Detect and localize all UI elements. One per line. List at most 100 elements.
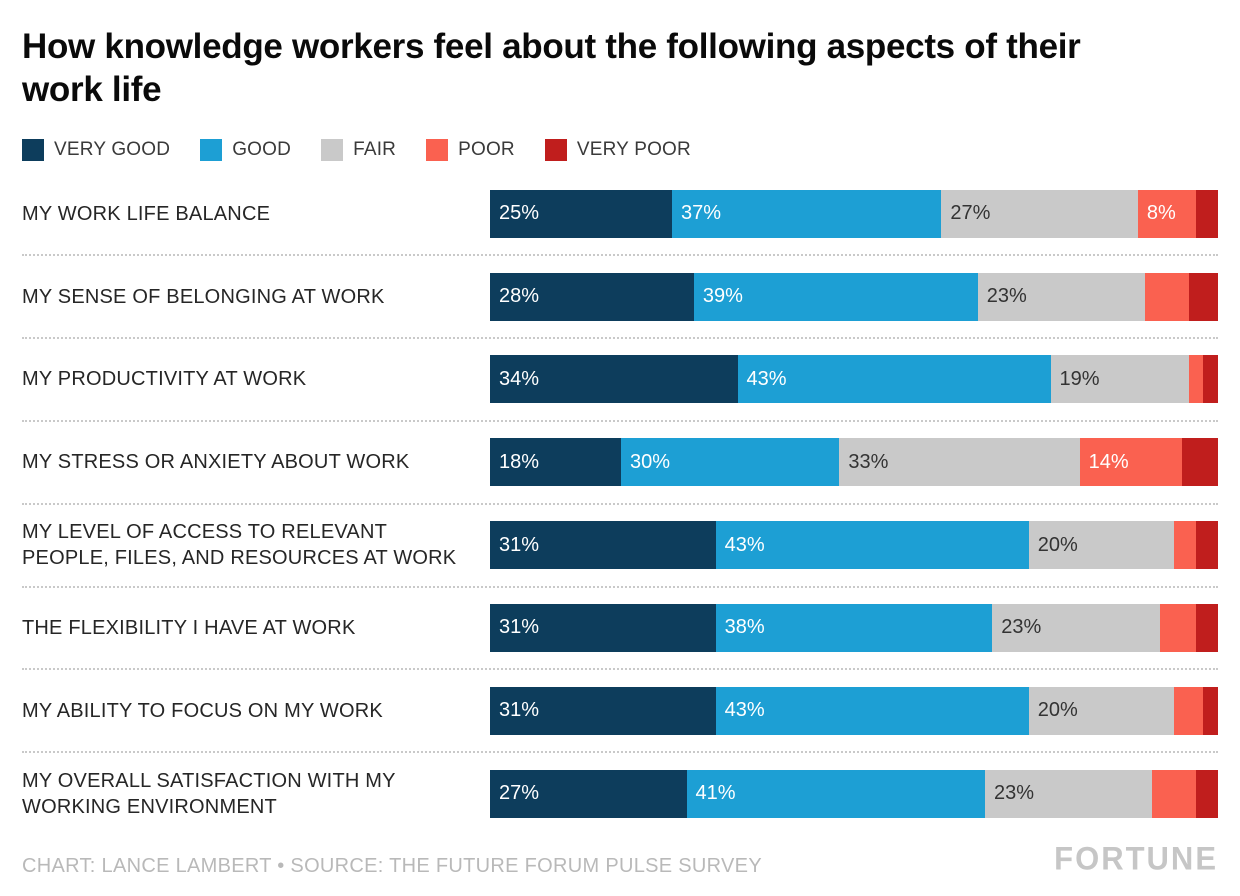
legend-label: VERY POOR — [576, 139, 691, 161]
bar-segment-good: 30% — [621, 438, 840, 487]
segment-value-label: 28% — [499, 285, 540, 308]
chart-title: How knowledge workers feel about the fol… — [22, 27, 1081, 109]
stacked-bar: 34% 43% 19% — [490, 355, 1218, 404]
chart-row: MY ABILITY TO FOCUS ON MY WORK 31% 43% 20% — [22, 668, 1218, 751]
chart-row: MY WORK LIFE BALANCE 25% 37% 27% 8% — [22, 173, 1218, 254]
category-label: MY PRODUCTIVITY AT WORK — [22, 368, 307, 391]
segment-value-label: 43% — [746, 367, 787, 390]
bar-segment-good: 37% — [672, 189, 942, 238]
bar-segment-good: 43% — [737, 355, 1051, 404]
stacked-bar: 31% 43% 20% — [490, 521, 1218, 570]
segment-value-label: 31% — [499, 616, 540, 639]
bar-segment-very-good: 31% — [490, 686, 716, 735]
chart-rows: MY WORK LIFE BALANCE 25% 37% 27% 8% MY SENSE … — [22, 173, 1218, 834]
category-label: MY ABILITY TO FOCUS ON MY WORK — [22, 699, 383, 722]
segment-value-label: 37% — [681, 202, 722, 225]
legend-swatch-icon — [22, 139, 44, 162]
legend-item-very-poor: VERY POOR — [544, 139, 691, 162]
bar-segment-poor: 14% — [1079, 438, 1182, 487]
chart-footer: CHART: LANCE LAMBERT • SOURCE: THE FUTUR… — [22, 840, 1218, 878]
bar-segment-fair: 27% — [941, 189, 1138, 238]
category-label: MY SENSE OF BELONGING AT WORK — [22, 285, 385, 308]
stacked-bar: 25% 37% 27% 8% — [490, 189, 1218, 238]
bar-segment-very-good: 31% — [490, 521, 716, 570]
legend-swatch-icon — [321, 139, 344, 162]
bar-segment-very-poor — [1203, 686, 1218, 735]
bar-segment-poor — [1145, 272, 1189, 321]
legend-label: FAIR — [353, 139, 397, 161]
segment-value-label: 43% — [724, 533, 765, 556]
bar-segment-poor — [1174, 686, 1204, 735]
segment-value-label: 41% — [695, 782, 736, 805]
segment-value-label: 20% — [1037, 533, 1078, 556]
bar-segment-fair: 23% — [985, 769, 1153, 818]
bar-segment-fair: 20% — [1028, 521, 1175, 570]
stacked-bar: 31% 43% 20% — [490, 686, 1218, 735]
legend-item-good: GOOD — [200, 139, 292, 162]
stacked-bar: 28% 39% 23% — [490, 272, 1218, 321]
bar-segment-very-poor — [1188, 272, 1218, 321]
segment-value-label: 23% — [986, 285, 1027, 308]
chart-row: THE FLEXIBILITY I HAVE AT WORK 31% 38% 23% — [22, 585, 1218, 669]
segment-value-label: 31% — [499, 533, 540, 556]
segment-value-label: 27% — [499, 782, 540, 805]
segment-value-label: 14% — [1088, 450, 1129, 473]
segment-value-label: 43% — [724, 699, 765, 722]
bar-segment-fair: 19% — [1050, 355, 1189, 404]
category-label: MY STRESS OR ANXIETY ABOUT WORK — [22, 451, 410, 474]
legend-swatch-icon — [544, 139, 567, 162]
segment-value-label: 23% — [1001, 616, 1042, 639]
category-label: MY OVERALL SATISFACTION WITH MY WORKING … — [22, 769, 396, 818]
segment-value-label: 18% — [499, 450, 540, 473]
category-label: MY LEVEL OF ACCESS TO RELEVANT PEOPLE, F… — [22, 521, 457, 570]
segment-value-label: 27% — [950, 202, 991, 225]
legend-item-poor: POOR — [426, 139, 515, 162]
legend: VERY GOOD GOOD FAIR POOR VERY POOR — [22, 139, 1218, 162]
bar-segment-good: 43% — [715, 521, 1029, 570]
bar-segment-very-good: 31% — [490, 603, 716, 652]
segment-value-label: 20% — [1037, 699, 1078, 722]
legend-swatch-icon — [426, 139, 449, 162]
segment-value-label: 38% — [724, 616, 765, 639]
segment-value-label: 8% — [1146, 202, 1176, 225]
bar-segment-very-good: 34% — [490, 355, 738, 404]
stacked-bar: 18% 30% 33% 14% — [490, 438, 1218, 487]
legend-label: VERY GOOD — [54, 139, 171, 161]
legend-label: POOR — [458, 139, 515, 161]
bar-segment-fair: 23% — [977, 272, 1146, 321]
stacked-bar: 27% 41% 23% — [490, 769, 1218, 818]
bar-segment-very-poor — [1196, 521, 1218, 570]
bar-segment-poor: 8% — [1137, 189, 1197, 238]
bar-segment-very-good: 27% — [490, 769, 687, 818]
bar-segment-good: 41% — [686, 769, 986, 818]
chart-row: MY PRODUCTIVITY AT WORK 34% 43% 19% — [22, 337, 1218, 420]
bar-segment-poor — [1188, 355, 1204, 404]
bar-segment-very-good: 25% — [490, 189, 672, 238]
fortune-logo: FORTUNE — [1054, 840, 1218, 877]
bar-segment-very-poor — [1196, 603, 1218, 652]
chart-row: MY LEVEL OF ACCESS TO RELEVANT PEOPLE, F… — [22, 502, 1218, 586]
bar-segment-very-good: 18% — [490, 438, 622, 487]
segment-value-label: 33% — [848, 450, 889, 473]
bar-segment-good: 38% — [715, 603, 993, 652]
chart-row: MY STRESS OR ANXIETY ABOUT WORK 18% 30% 33%… — [22, 419, 1218, 503]
bar-segment-good: 39% — [693, 272, 978, 321]
chart-row: MY SENSE OF BELONGING AT WORK 28% 39% 23% — [22, 254, 1218, 337]
bar-segment-very-good: 28% — [490, 272, 694, 321]
bar-segment-fair: 23% — [992, 603, 1160, 652]
bar-segment-very-poor — [1196, 769, 1218, 818]
credit-line: CHART: LANCE LAMBERT • SOURCE: THE FUTUR… — [22, 855, 762, 877]
legend-label: GOOD — [232, 139, 292, 161]
segment-value-label: 19% — [1059, 367, 1100, 390]
bar-segment-very-poor — [1181, 438, 1218, 487]
segment-value-label: 31% — [499, 699, 540, 722]
stacked-bar: 31% 38% 23% — [490, 603, 1218, 652]
bar-segment-very-poor — [1196, 189, 1218, 238]
category-label: MY WORK LIFE BALANCE — [22, 202, 271, 225]
segment-value-label: 23% — [994, 782, 1035, 805]
chart-row: MY OVERALL SATISFACTION WITH MY WORKING … — [22, 751, 1218, 834]
bar-segment-fair: 20% — [1028, 686, 1175, 735]
category-label: THE FLEXIBILITY I HAVE AT WORK — [22, 616, 356, 639]
segment-value-label: 25% — [499, 202, 540, 225]
